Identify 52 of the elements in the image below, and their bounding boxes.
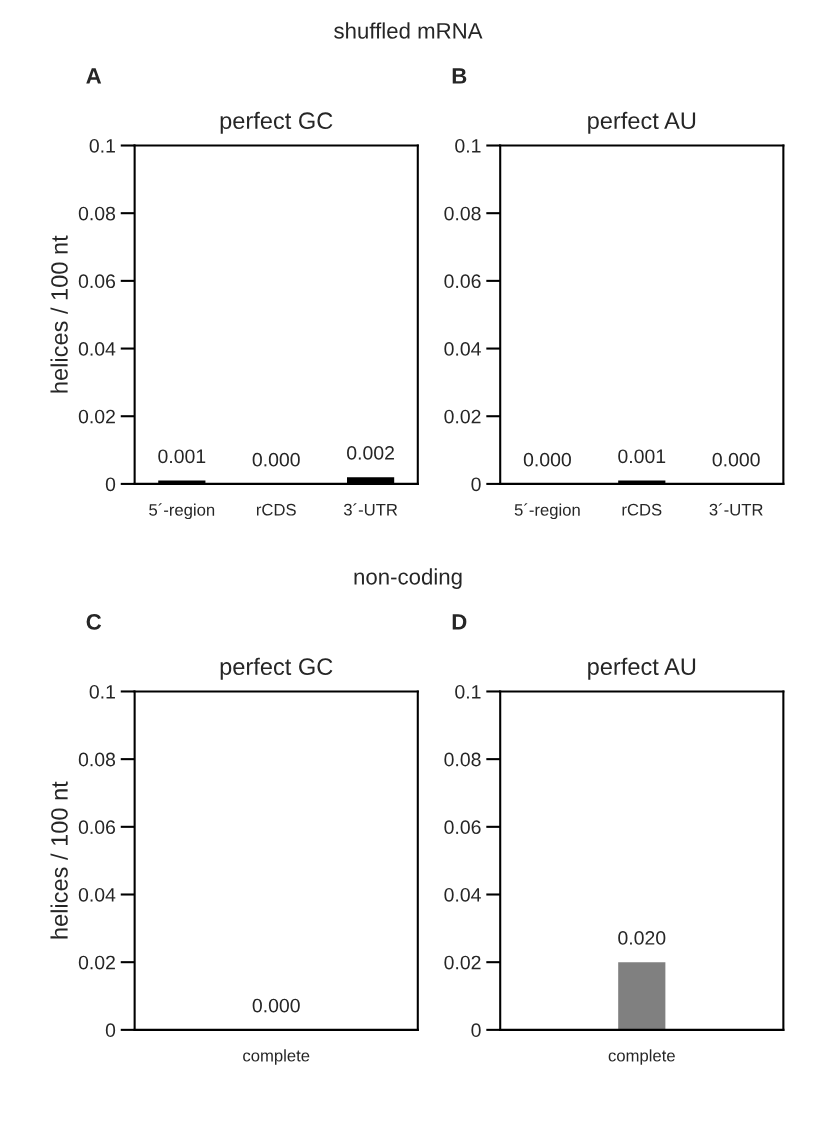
text: B [452, 68, 467, 84]
y-axis-title: helices / 100 nt [50, 235, 68, 393]
y-tick-label: 0.06 [444, 820, 481, 835]
x-tick-label: 3´-UTR [343, 503, 398, 516]
x-tick-label: 5´-region [149, 503, 215, 520]
y-tick-label: 0 [105, 477, 116, 492]
data-label: 0.020 [618, 931, 666, 945]
y-tick-label: 0 [471, 1023, 481, 1038]
x-tick-label: rCDS [622, 503, 662, 516]
text: A [86, 68, 102, 84]
chart-title: perfect GC [220, 111, 333, 134]
data-label: 0.001 [618, 449, 666, 464]
y-tick-label: 0.02 [444, 409, 481, 424]
data-label: 0.002 [347, 446, 394, 460]
y-tick-label: 0.1 [89, 684, 115, 699]
y-tick-label: 0 [105, 1023, 116, 1038]
y-tick-label: 0.04 [78, 342, 116, 356]
y-tick-label: 0.08 [444, 752, 481, 767]
y-tick-label: 0.1 [455, 138, 481, 153]
data-label: 0.001 [158, 449, 206, 464]
text: D [452, 614, 467, 630]
y-tick-label: 0.08 [78, 752, 116, 767]
y-tick-label: 0.04 [78, 887, 116, 902]
y-tick-label: 0.04 [444, 342, 481, 356]
chart-title: perfect AU [588, 111, 696, 134]
y-tick-label: 0.06 [78, 274, 116, 289]
data-label: 0.000 [523, 452, 571, 467]
y-tick-label: 0.06 [444, 274, 481, 289]
y-tick-label: 0 [471, 477, 481, 492]
text: C [86, 614, 102, 630]
y-tick-label: 0.08 [78, 206, 116, 221]
y-tick-label: 0.04 [444, 887, 481, 902]
x-tick-label: complete [243, 1049, 310, 1065]
x-tick-label: 5´-region [514, 503, 580, 520]
y-tick-label: 0.1 [89, 138, 115, 153]
data-label: 0.000 [252, 452, 300, 467]
x-tick-label: 3´-UTR [709, 503, 763, 516]
y-tick-label: 0.08 [444, 206, 481, 221]
y-tick-label: 0.02 [78, 409, 115, 424]
data-label: 0.000 [712, 452, 760, 467]
chart-title: perfect GC [220, 657, 333, 680]
x-tick-label: rCDS [256, 503, 296, 516]
x-tick-label: complete [608, 1049, 675, 1065]
y-axis-title: helices / 100 nt [50, 781, 68, 939]
data-label: 0.000 [252, 998, 300, 1013]
y-tick-label: 0.02 [78, 955, 115, 970]
y-tick-label: 0.1 [455, 684, 481, 699]
text: shuffled mRNA [334, 22, 483, 39]
y-tick-label: 0.06 [78, 820, 116, 835]
chart-title: perfect AU [588, 657, 696, 680]
text: non-coding [354, 568, 462, 590]
y-tick-label: 0.02 [444, 955, 481, 970]
